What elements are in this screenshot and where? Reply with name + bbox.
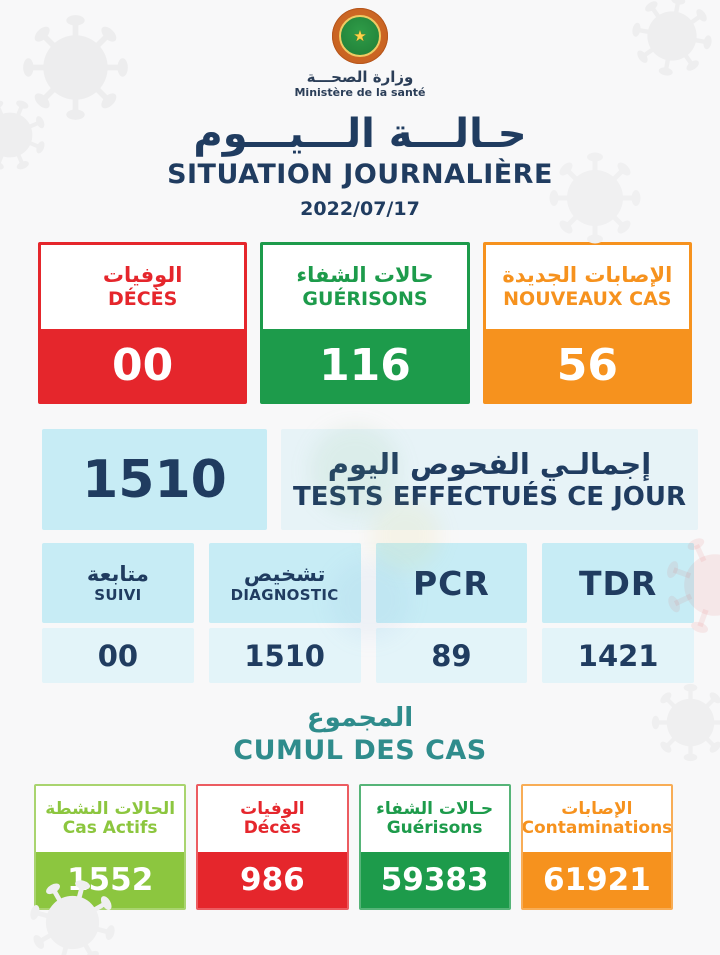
stat-card-guerisons: حالات الشفاء GUÉRISONS 116: [260, 242, 470, 404]
stat-value: 59383: [360, 852, 509, 908]
report-date: 2022/07/17: [300, 198, 420, 220]
stat-card-deces: الوفيات DÉCÈS 00: [38, 242, 248, 404]
stat-card-nouveaux-cas: الإصابات الجديدة NOUVEAUX CAS 56: [482, 242, 692, 404]
ministry-seal-logo: ★: [332, 8, 388, 64]
label-french: SUIVI: [94, 586, 142, 605]
label-arabic: تشخيص: [243, 561, 326, 586]
label-french: TDR: [578, 563, 658, 603]
label-french: GUÉRISONS: [302, 288, 428, 311]
stat-value: 116: [263, 329, 467, 401]
label-french: PCR: [412, 563, 490, 603]
test-column-value: 89: [375, 628, 528, 683]
stat-card-label: الإصابات الجديدة NOUVEAUX CAS: [486, 245, 689, 329]
seal-star-icon: ★: [353, 26, 367, 45]
cumul-title-french: CUMUL DES CAS: [233, 735, 487, 766]
header: ★ وزارة الصحـــة Ministère de la santé: [0, 0, 720, 99]
daily-stats-row: الوفيات DÉCÈS 00 حالات الشفاء GUÉRISONS …: [38, 242, 692, 404]
cumul-card-deces: الوفيات Décès 986: [196, 784, 349, 910]
test-column-header: متابعة SUIVI: [42, 543, 194, 623]
tests-total-value: 1510: [42, 429, 267, 530]
stat-card-label: الإصابات Contaminations: [523, 786, 671, 852]
label-french: DÉCÈS: [107, 288, 178, 311]
stat-value: 61921: [522, 852, 671, 908]
page-title-arabic: حـالـــة الـــيـــوم: [193, 111, 527, 157]
test-column-tdr: TDR 1421: [542, 543, 694, 683]
label-french: DIAGNOSTIC: [230, 586, 339, 605]
test-column-header: TDR: [542, 543, 694, 623]
label-arabic: الوفيات: [102, 262, 183, 287]
label-french: NOUVEAUX CAS: [503, 288, 672, 311]
stat-card-label: حـالات الشفاء Guérisons: [361, 786, 509, 852]
label-french: Cas Actifs: [62, 818, 158, 839]
stat-value: 986: [198, 852, 347, 908]
label-french: Contaminations: [521, 818, 673, 839]
cumul-card-guerisons: حـالات الشفاء Guérisons 59383: [358, 784, 511, 910]
cumul-card-cas-actifs: الحالات النشطة Cas Actifs 1552: [34, 784, 187, 910]
seal-inner-circle: ★: [339, 15, 381, 57]
label-arabic: الإصابات: [561, 799, 633, 820]
ministry-name-arabic: وزارة الصحـــة: [306, 68, 414, 86]
stat-value: 1552: [36, 852, 185, 908]
tests-breakdown-table: متابعة SUIVI 00 تشخيص DIAGNOSTIC 1510 PC…: [42, 543, 694, 683]
test-column-header: PCR: [375, 543, 528, 623]
label-arabic: الحالات النشطة: [45, 799, 176, 820]
cumul-title-arabic: المجموع: [306, 703, 414, 733]
cumul-card-contaminations: الإصابات Contaminations 61921: [520, 784, 673, 910]
cumul-heading: المجموع CUMUL DES CAS: [0, 703, 720, 766]
label-arabic: حالات الشفاء: [296, 262, 434, 287]
stat-card-label: الوفيات Décès: [198, 786, 346, 852]
label-french: Décès: [243, 818, 302, 839]
page-title-french: SITUATION JOURNALIÈRE: [167, 159, 553, 190]
tests-title: إجمالـي الفحوص اليوم TESTS EFFECTUÉS CE …: [281, 429, 698, 530]
stat-value: 56: [485, 329, 689, 401]
stat-card-label: الحالات النشطة Cas Actifs: [36, 786, 184, 852]
label-arabic: الوفيات: [240, 799, 305, 820]
cumul-stats-row: الحالات النشطة Cas Actifs 1552 الوفيات D…: [34, 784, 673, 910]
label-french: Guérisons: [386, 818, 483, 839]
tests-summary: 1510 إجمالـي الفحوص اليوم TESTS EFFECTUÉ…: [42, 429, 698, 530]
label-arabic: حـالات الشفاء: [376, 799, 494, 820]
label-arabic: الإصابات الجديدة: [502, 262, 673, 287]
test-column-value: 1421: [542, 628, 694, 683]
tests-title-french: TESTS EFFECTUÉS CE JOUR: [292, 482, 687, 513]
stat-card-label: حالات الشفاء GUÉRISONS: [263, 245, 466, 329]
test-column-value: 1510: [208, 628, 361, 683]
ministry-name-french: Ministère de la santé: [294, 86, 426, 99]
stat-value: 00: [41, 329, 245, 401]
test-column-header: تشخيص DIAGNOSTIC: [208, 543, 361, 623]
test-column-pcr: PCR 89: [375, 543, 528, 683]
test-column-value: 00: [42, 628, 194, 683]
test-column-suivi: متابعة SUIVI 00: [42, 543, 194, 683]
tests-title-arabic: إجمالـي الفحوص اليوم: [327, 446, 652, 481]
stat-card-label: الوفيات DÉCÈS: [41, 245, 244, 329]
title-block: حـالـــة الـــيـــوم SITUATION JOURNALIÈ…: [0, 111, 720, 220]
label-arabic: متابعة: [86, 561, 149, 586]
test-column-diagnostic: تشخيص DIAGNOSTIC 1510: [208, 543, 361, 683]
